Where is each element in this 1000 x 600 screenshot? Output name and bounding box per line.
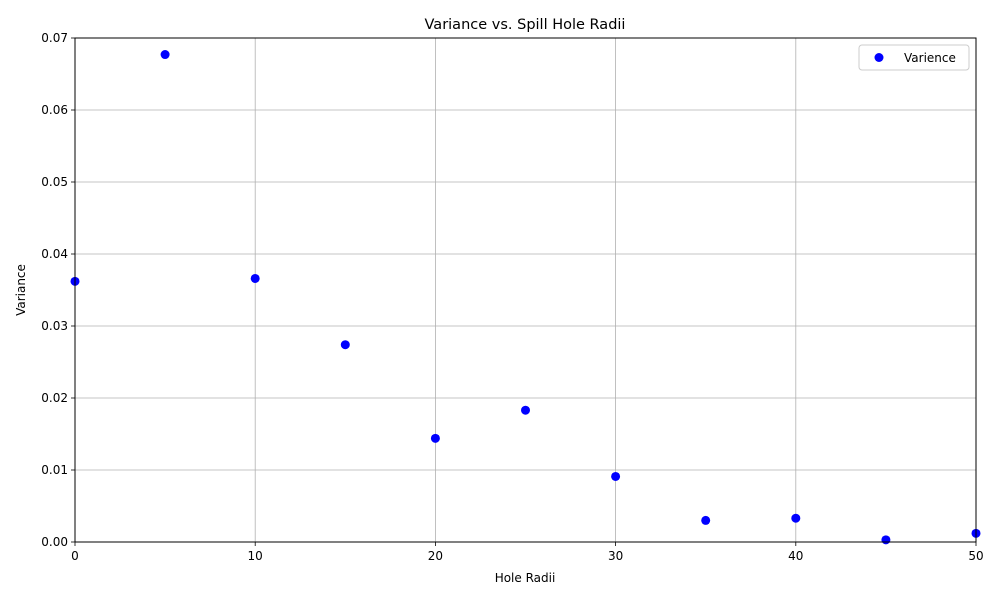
data-point [430,433,440,443]
y-tick-label: 0.01 [41,463,68,477]
legend-box [858,44,970,71]
x-tick-label: 40 [788,549,803,563]
y-axis-label: Variance [14,264,28,316]
data-point [250,273,260,283]
data-point [881,535,891,545]
y-tick-label: 0.04 [41,247,68,261]
axis-ticks: 0 10 20 30 40 50 0.00 0.01 0.02 0.03 0.04 0.05 0.06 0… [41,31,983,563]
data-point [521,405,530,415]
legend-label: Varience [904,51,956,65]
x-tick-label: 0 [71,549,79,563]
plot-frame [74,37,977,543]
y-tick-label: 0.02 [41,391,68,405]
legend: Varience [858,44,970,71]
x-tick-label: 30 [608,549,623,563]
data-point [340,340,350,350]
y-tick-label: 0.05 [41,175,68,189]
x-tick-label: 50 [968,549,983,563]
data-point [791,513,801,523]
y-tick-label: 0.07 [41,31,68,45]
legend-marker [874,53,884,62]
y-tick-label: 0.06 [41,103,68,117]
data-point [611,471,621,481]
x-tick-label: 10 [248,549,263,563]
y-tick-label: 0.00 [41,535,68,549]
x-axis-label: Hole Radii [495,571,556,585]
x-tick-label: 20 [428,549,443,563]
y-tick-label: 0.03 [41,319,68,333]
data-point [160,50,170,60]
chart-title: Variance vs. Spill Hole Radii [425,17,626,33]
grid-lines [74,37,977,543]
data-point [701,515,711,525]
